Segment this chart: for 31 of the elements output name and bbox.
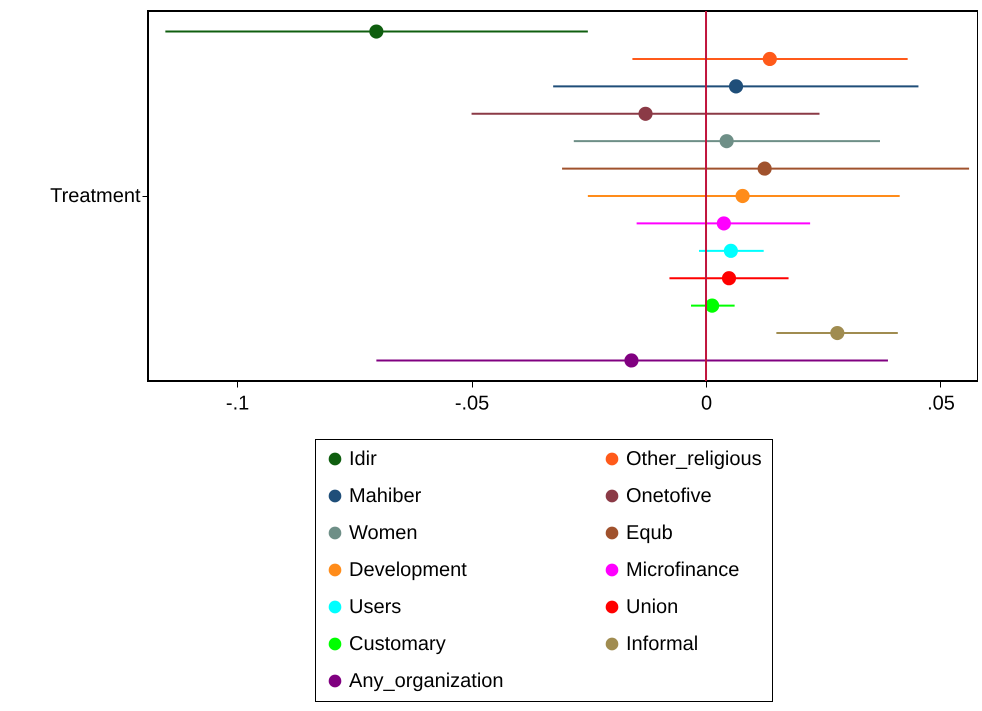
legend-label: Onetofive xyxy=(626,485,712,507)
point xyxy=(736,188,750,204)
point xyxy=(638,106,653,121)
x-tick-label: 0 xyxy=(700,392,712,414)
point xyxy=(720,134,734,148)
legend-label: Equb xyxy=(626,522,673,544)
legend-label: Other_religious xyxy=(626,448,762,470)
legend-label: Microfinance xyxy=(626,559,740,581)
x-tick-label: -.05 xyxy=(454,392,490,414)
legend-label: Development xyxy=(349,559,468,581)
legend-label: Any_organization xyxy=(349,670,504,692)
y-tick-label: Treatment xyxy=(50,185,141,207)
point xyxy=(762,52,777,66)
legend-label: Women xyxy=(349,522,418,544)
point xyxy=(716,216,731,230)
x-tick-label: .05 xyxy=(927,392,955,414)
point xyxy=(369,24,384,39)
legend-label: Mahiber xyxy=(349,485,422,507)
point xyxy=(705,298,720,313)
point xyxy=(830,326,844,340)
x-tick-label: -.1 xyxy=(226,392,250,414)
point xyxy=(724,244,738,258)
legend-label: Customary xyxy=(349,633,446,655)
legend-label: Union xyxy=(626,596,678,618)
point xyxy=(728,79,744,94)
legend-label: Informal xyxy=(626,633,698,655)
point xyxy=(758,162,772,176)
point xyxy=(624,353,639,368)
point xyxy=(722,271,736,286)
legend-label: Users xyxy=(349,596,402,618)
legend-label: Idir xyxy=(349,448,378,470)
